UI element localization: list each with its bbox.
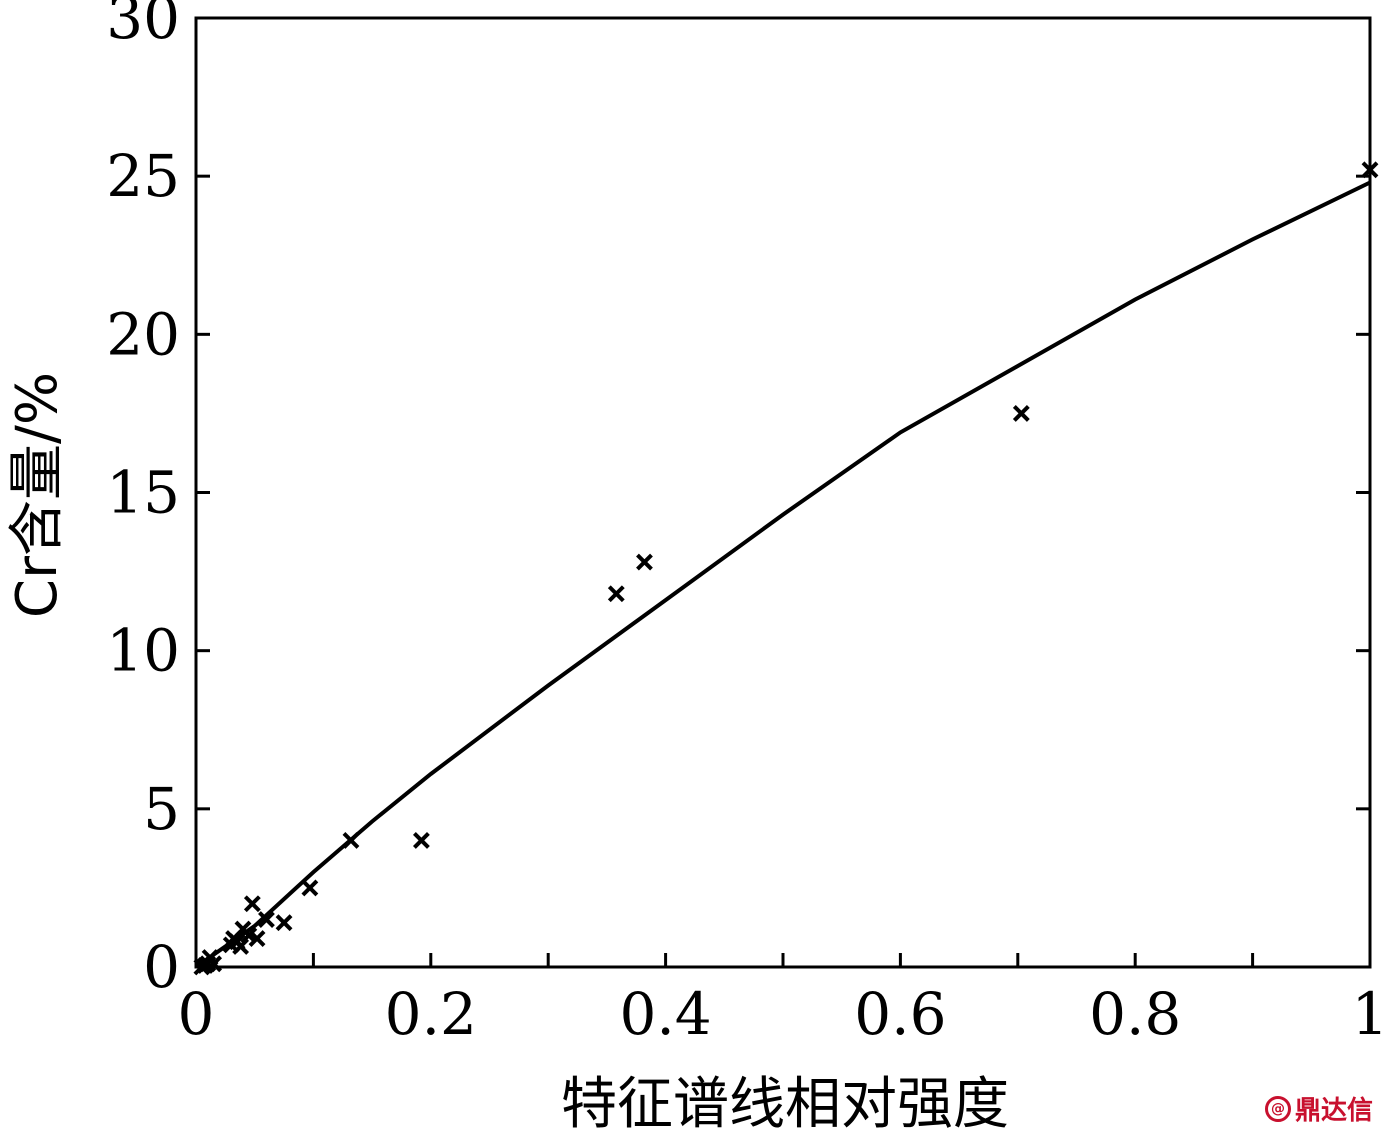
y-tick-label: 15	[106, 459, 180, 527]
y-tick-label: 30	[106, 0, 180, 52]
plot-frame	[194, 16, 1372, 969]
data-point-stroke	[243, 895, 261, 913]
data-point-stroke	[412, 832, 430, 849]
watermark-text: 鼎达信	[1294, 1096, 1373, 1126]
x-tick-label: 0.6	[854, 980, 946, 1048]
axis-ticks	[196, 174, 1370, 967]
data-point	[275, 914, 293, 932]
data-point-stroke	[232, 938, 250, 955]
data-point	[205, 955, 223, 973]
y-axis-title: Cr含量/%	[5, 372, 70, 618]
data-point-stroke	[275, 914, 293, 932]
y-tick-label: 20	[106, 300, 180, 368]
data-point	[248, 930, 266, 947]
data-point	[412, 832, 430, 849]
x-tick-label: 0.8	[1089, 980, 1181, 1048]
watermark: @ 鼎达信	[1264, 1090, 1373, 1127]
data-point	[636, 553, 653, 571]
data-point-stroke	[301, 879, 319, 897]
x-axis-title: 特征谱线相对强度	[561, 1072, 1009, 1135]
plot-border	[194, 16, 1372, 969]
x-tick-label: 0.2	[385, 980, 477, 1048]
data-point-stroke	[607, 585, 625, 603]
y-tick-label: 5	[143, 775, 180, 843]
x-tick-label: 0.4	[619, 980, 711, 1048]
x-tick-label: 0	[178, 980, 215, 1048]
data-point	[1012, 405, 1030, 422]
scatter-markers	[193, 161, 1379, 976]
data-point	[301, 879, 319, 897]
data-point-stroke	[636, 553, 653, 571]
data-point	[258, 911, 275, 928]
data-point-stroke	[205, 955, 223, 973]
data-point	[232, 938, 250, 955]
watermark-logo-icon: @	[1264, 1095, 1291, 1122]
y-tick-label: 25	[106, 142, 180, 210]
data-point-stroke	[248, 930, 266, 947]
y-tick-label: 0	[143, 933, 180, 1001]
data-point	[607, 585, 625, 603]
data-point-stroke	[240, 926, 258, 944]
data-point	[342, 832, 360, 849]
data-point	[243, 895, 261, 913]
data-point	[1361, 161, 1379, 179]
data-point-stroke	[1361, 161, 1379, 179]
data-point-stroke	[1012, 405, 1030, 422]
data-point-stroke	[342, 832, 360, 849]
y-tick-label: 10	[106, 617, 180, 685]
fit-curve	[194, 180, 1371, 969]
data-point-stroke	[258, 911, 275, 928]
x-tick-label: 1	[1352, 980, 1381, 1048]
